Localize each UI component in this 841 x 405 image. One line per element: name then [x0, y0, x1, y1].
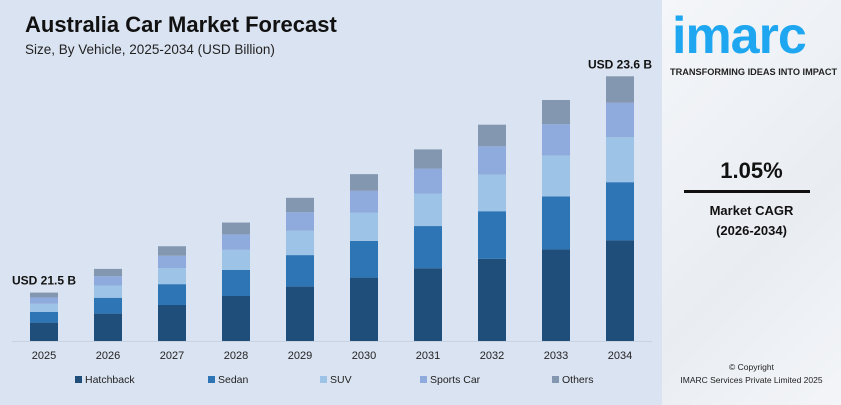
- bar-segment-sedan-2028: [222, 269, 250, 296]
- copyright: © Copyright: [728, 362, 774, 372]
- bar-segment-sedan-2033: [542, 196, 570, 250]
- legend-label: Others: [562, 374, 594, 386]
- bar-segment-others-2028: [222, 222, 250, 235]
- bar-segment-hatchback-2033: [542, 249, 570, 341]
- bar-segment-sports-car-2028: [222, 234, 250, 250]
- bar-segment-suv-2026: [94, 285, 122, 298]
- bar-segment-others-2030: [350, 174, 378, 191]
- x-tick-label: 2029: [288, 350, 312, 362]
- bar-segment-hatchback-2025: [30, 322, 58, 341]
- divider: [684, 190, 810, 193]
- bar-segment-suv-2029: [286, 230, 314, 256]
- x-tick-label: 2030: [352, 350, 376, 362]
- legend-swatch: [420, 376, 427, 383]
- x-tick-label: 2027: [160, 350, 184, 362]
- bar-segment-suv-2030: [350, 212, 378, 241]
- bar-segment-hatchback-2027: [158, 304, 186, 341]
- bar-segment-sedan-2027: [158, 284, 186, 305]
- bar-segment-sedan-2031: [414, 226, 442, 269]
- bar-segment-sedan-2025: [30, 311, 58, 323]
- bar-segment-suv-2034: [606, 137, 634, 183]
- bar-segment-others-2032: [478, 124, 506, 147]
- x-tick-label: 2033: [544, 350, 568, 362]
- data-label: USD 23.6 B: [588, 57, 652, 71]
- bar-segment-sports-car-2031: [414, 168, 442, 194]
- bar-segment-hatchback-2034: [606, 240, 634, 341]
- bar-segment-sports-car-2034: [606, 102, 634, 138]
- info-panel: [662, 0, 841, 405]
- cagr-value: 1.05%: [720, 158, 783, 183]
- legend-label: Hatchback: [85, 374, 135, 386]
- bar-segment-suv-2032: [478, 174, 506, 212]
- bar-segment-sports-car-2027: [158, 255, 186, 269]
- legend-label: Sports Car: [430, 374, 481, 386]
- x-tick-label: 2032: [480, 350, 504, 362]
- bar-segment-suv-2028: [222, 249, 250, 270]
- bar-segment-others-2025: [30, 292, 58, 298]
- data-label: USD 21.5 B: [12, 274, 76, 288]
- x-tick-label: 2028: [224, 350, 248, 362]
- company-name: IMARC Services Private Limited 2025: [680, 375, 823, 385]
- bar-segment-sports-car-2033: [542, 124, 570, 156]
- bar-segment-hatchback-2031: [414, 268, 442, 341]
- bar-segment-others-2027: [158, 246, 186, 256]
- legend-swatch: [208, 376, 215, 383]
- bar-segment-sedan-2026: [94, 297, 122, 314]
- legend-swatch: [552, 376, 559, 383]
- x-tick-label: 2025: [32, 350, 56, 362]
- bar-segment-others-2029: [286, 197, 314, 213]
- imarc-logo: imarc: [672, 7, 807, 65]
- bar-segment-sedan-2032: [478, 211, 506, 259]
- chart-title: Australia Car Market Forecast: [25, 12, 337, 37]
- bar-segment-suv-2025: [30, 303, 58, 312]
- legend-swatch: [320, 376, 327, 383]
- bar-segment-sedan-2029: [286, 255, 314, 287]
- legend-label: Sedan: [218, 374, 249, 386]
- bar-segment-hatchback-2028: [222, 295, 250, 341]
- chart-subtitle: Size, By Vehicle, 2025-2034 (USD Billion…: [25, 42, 275, 57]
- bar-segment-suv-2027: [158, 268, 186, 285]
- bar-segment-sedan-2034: [606, 182, 634, 241]
- legend-swatch: [75, 376, 82, 383]
- bar-segment-suv-2031: [414, 193, 442, 227]
- bar-segment-hatchback-2030: [350, 277, 378, 341]
- bar-segment-sports-car-2030: [350, 190, 378, 213]
- bar-segment-hatchback-2029: [286, 286, 314, 341]
- stacked-bar-chart: 2025 USD 21.5 B 2026 2027 2028 2029 2030 2031 20…: [12, 57, 652, 386]
- x-tick-label: 2034: [608, 350, 632, 362]
- bar-segment-others-2033: [542, 99, 570, 125]
- bar-segment-hatchback-2026: [94, 313, 122, 341]
- bar-segment-sports-car-2029: [286, 212, 314, 231]
- brand-tagline: TRANSFORMING IDEAS INTO IMPACT: [670, 67, 838, 77]
- x-tick-label: 2026: [96, 350, 120, 362]
- legend-label: SUV: [330, 374, 352, 386]
- bar-segment-suv-2033: [542, 155, 570, 197]
- bar-segment-others-2034: [606, 76, 634, 103]
- bar-segment-others-2026: [94, 268, 122, 277]
- bar-segment-sedan-2030: [350, 240, 378, 278]
- cagr-label: Market CAGR: [709, 203, 794, 218]
- bar-segment-others-2031: [414, 149, 442, 169]
- x-tick-label: 2031: [416, 350, 440, 362]
- bar-segment-hatchback-2032: [478, 258, 506, 341]
- bar-segment-sports-car-2025: [30, 297, 58, 304]
- bar-segment-sports-car-2032: [478, 146, 506, 175]
- bar-segment-sports-car-2026: [94, 276, 122, 286]
- cagr-period: (2026-2034): [716, 223, 787, 238]
